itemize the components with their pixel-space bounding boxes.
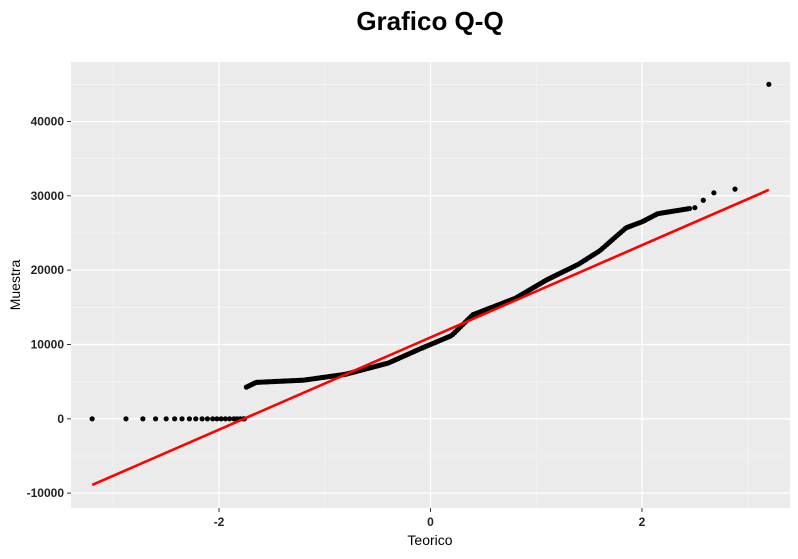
sample-point xyxy=(766,81,772,87)
y-tick-label: 40000 xyxy=(31,114,65,128)
x-tick-label: -2 xyxy=(214,515,225,529)
y-tick-label: 10000 xyxy=(31,337,65,351)
y-tick-label: 30000 xyxy=(31,189,65,203)
y-tick-label: 0 xyxy=(57,412,64,426)
sample-point xyxy=(179,416,185,422)
x-tick-label: 2 xyxy=(639,515,646,529)
sample-point xyxy=(222,416,228,422)
reference-line-group xyxy=(91,188,770,487)
reference-line xyxy=(91,188,770,487)
sample-point xyxy=(193,416,199,422)
x-tick-label: 0 xyxy=(427,515,434,529)
grid xyxy=(71,62,790,508)
sample-points xyxy=(89,81,772,422)
sample-point xyxy=(89,416,95,422)
sample-point xyxy=(227,416,233,422)
sample-point xyxy=(692,205,698,211)
x-axis-title: Teorico xyxy=(407,532,452,548)
sample-point xyxy=(732,186,738,192)
sample-point xyxy=(186,416,193,422)
sample-point xyxy=(172,416,178,422)
sample-point xyxy=(152,416,159,422)
sample-point xyxy=(711,190,717,196)
axes: -2 0 2 -10000 0 10000 20000 30000 40000 xyxy=(27,114,646,529)
sample-point xyxy=(218,416,224,422)
sample-point xyxy=(199,416,205,422)
y-tick-label: 20000 xyxy=(31,263,65,277)
sample-point xyxy=(700,197,706,203)
y-axis-title: Muestra xyxy=(7,260,23,311)
y-tick-label: -10000 xyxy=(27,486,65,500)
chart-title: Grafico Q-Q xyxy=(356,6,503,36)
sample-point xyxy=(163,416,169,422)
sample-point xyxy=(140,416,146,422)
sample-point xyxy=(123,416,129,422)
sample-point xyxy=(214,416,220,422)
sample-point xyxy=(686,205,693,212)
sample-point xyxy=(210,416,216,422)
sample-point xyxy=(204,416,210,422)
